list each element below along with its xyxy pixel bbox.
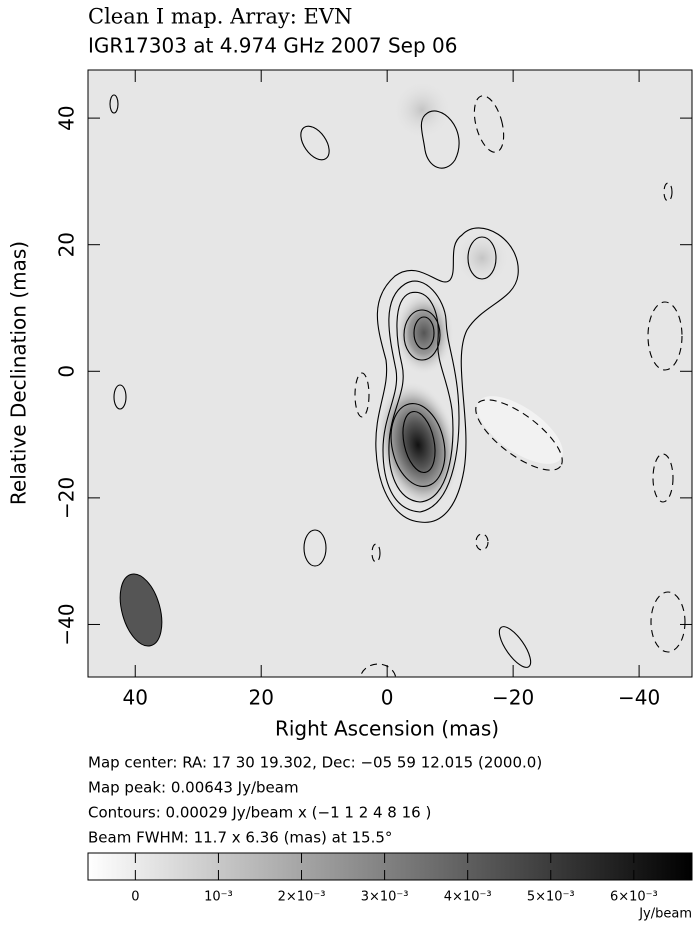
frame (87, 69, 693, 678)
y-tick-label: −20 (55, 477, 79, 519)
y-tick-label: 40 (55, 105, 79, 130)
emission (394, 291, 454, 375)
contour (663, 182, 673, 202)
contour (382, 280, 460, 513)
y-tick-label: 0 (55, 365, 79, 378)
contour (475, 533, 489, 551)
y-axis-label: Relative Declination (mas) (7, 241, 31, 505)
map (88, 70, 692, 677)
negative-contours (354, 95, 686, 677)
subtitle: IGR17303 at 4.974 GHz 2007 Sep 06 (88, 34, 458, 58)
contour (467, 236, 497, 280)
emission (392, 80, 452, 140)
x-tick-label: −40 (618, 686, 660, 710)
colorbar-tick-label: 5×10⁻³ (527, 890, 575, 905)
colorbar-tick-label: 3×10⁻³ (361, 890, 409, 905)
colorbar-label: Jy/beam (638, 907, 692, 922)
contour (413, 316, 435, 350)
contour (420, 110, 460, 169)
colorbar (87, 852, 693, 881)
map-background (88, 70, 692, 677)
map-note: Map peak: 0.00643 Jy/beam (88, 779, 299, 797)
map-note: Map center: RA: 17 30 19.302, Dec: −05 5… (88, 754, 542, 772)
contour (113, 384, 127, 410)
contour (354, 372, 370, 418)
contour (647, 301, 683, 371)
contour (109, 94, 119, 114)
contour (498, 626, 532, 668)
contour (371, 543, 381, 563)
map-note: Contours: 0.00029 Jy/beam x (−1 1 2 4 8 … (88, 804, 431, 822)
contour (300, 125, 330, 161)
contour (652, 453, 674, 503)
contour (390, 403, 446, 487)
x-axis-label: Right Ascension (mas) (275, 717, 499, 741)
y-tick-label: 20 (55, 232, 79, 257)
beam (119, 573, 163, 647)
contour (650, 591, 686, 653)
colorbar-tick-label: 2×10⁻³ (278, 890, 326, 905)
contour (375, 227, 519, 523)
colorbar-tick-label: 6×10⁻³ (610, 890, 658, 905)
contour (303, 529, 327, 567)
colorbar-tick-label: 10⁻³ (204, 890, 233, 905)
x-tick-label: 40 (123, 686, 148, 710)
contour (388, 291, 454, 503)
colorbar-tick-label: 4×10⁻³ (444, 890, 492, 905)
emission (454, 230, 510, 286)
x-tick-label: 0 (381, 686, 394, 710)
emission (477, 396, 563, 464)
map-note: Beam FWHM: 11.7 x 6.36 (mas) at 15.5° (88, 829, 392, 847)
x-tick-label: 20 (248, 686, 273, 710)
contour (402, 410, 436, 474)
title: Clean I map. Array: EVN (88, 5, 352, 29)
contour (473, 95, 505, 153)
x-tick-label: −20 (492, 686, 534, 710)
y-tick-label: −40 (55, 603, 79, 645)
contour (403, 309, 441, 361)
contours (109, 94, 532, 668)
contour (475, 399, 563, 471)
colorbar-tick-label: 0 (131, 890, 139, 905)
